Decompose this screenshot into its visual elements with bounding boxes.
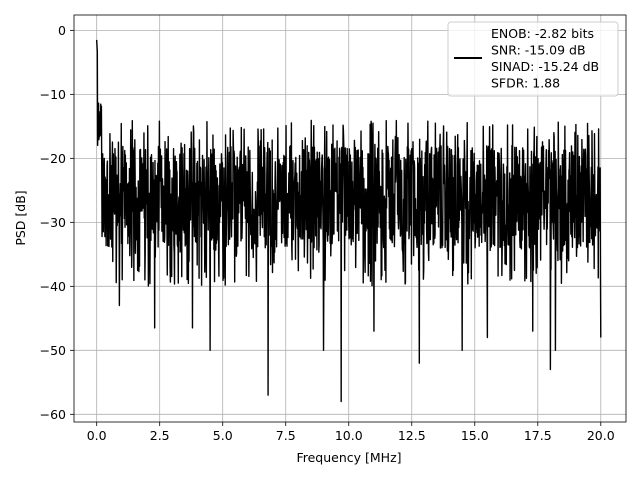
y-axis-label: PSD [dB] (13, 190, 28, 245)
x-axis-ticks: 0.0 2.5 5.0 7.5 10.0 12.5 15.0 17.5 20.0 (87, 422, 615, 443)
x-tick-label: 2.5 (150, 428, 170, 443)
legend-box (447, 21, 619, 97)
x-tick-label: 17.5 (524, 428, 552, 443)
y-tick-label: −30 (40, 215, 66, 230)
psd-series-line (95, 39, 602, 403)
plot-series (95, 39, 602, 403)
y-tick-label: −10 (40, 87, 66, 102)
x-tick-label: 20.0 (587, 428, 615, 443)
plot-frame (73, 14, 627, 423)
legend-line-sinad: SINAD: -15.24 dB (491, 59, 599, 74)
legend-line-snr: SNR: -15.09 dB (491, 43, 586, 58)
x-tick-label: 10.0 (335, 428, 363, 443)
legend-line-sfdr: SFDR: 1.88 (491, 76, 560, 91)
legend-line-enob: ENOB: -2.82 bits (491, 26, 594, 41)
x-tick-label: 15.0 (461, 428, 489, 443)
y-tick-label: −50 (40, 343, 66, 358)
y-tick-label: 0 (58, 23, 66, 38)
y-axis-ticks: 0 −10 −20 −30 −40 −50 −60 (40, 23, 74, 422)
legend: ENOB: -2.82 bits SNR: -15.09 dB SINAD: -… (447, 21, 619, 97)
x-tick-label: 7.5 (276, 428, 296, 443)
x-tick-label: 12.5 (398, 428, 426, 443)
y-tick-label: −40 (40, 279, 66, 294)
x-tick-label: 5.0 (213, 428, 233, 443)
x-axis-label: Frequency [MHz] (296, 450, 401, 465)
y-tick-label: −20 (40, 151, 66, 166)
y-tick-label: −60 (40, 407, 66, 422)
x-tick-label: 0.0 (87, 428, 107, 443)
